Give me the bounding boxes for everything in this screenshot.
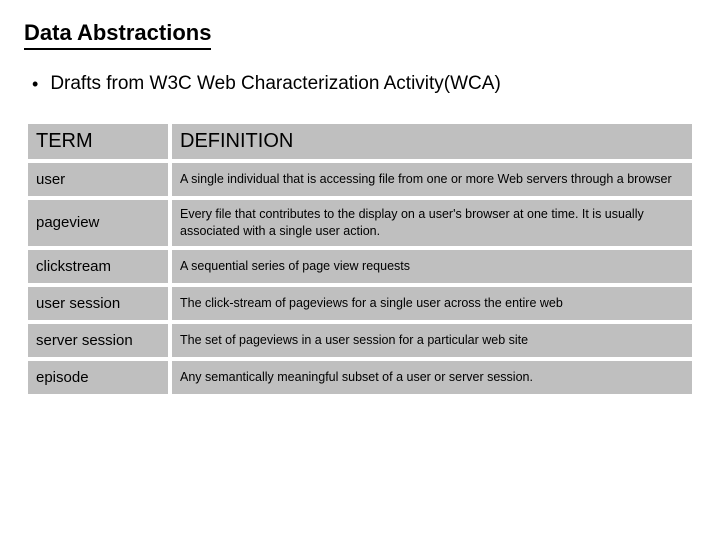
definition-cell: A single individual that is accessing fi…: [172, 163, 692, 196]
definition-cell: Any semantically meaningful subset of a …: [172, 361, 692, 394]
bullet-text: Drafts from W3C Web Characterization Act…: [50, 72, 500, 96]
table-row: user A single individual that is accessi…: [28, 163, 692, 196]
table-row: pageview Every file that contributes to …: [28, 200, 692, 246]
slide-title: Data Abstractions: [24, 20, 211, 50]
term-cell: user: [28, 163, 168, 196]
term-cell: server session: [28, 324, 168, 357]
table-row: episode Any semantically meaningful subs…: [28, 361, 692, 394]
table-header-row: TERM DEFINITION: [28, 124, 692, 159]
header-term: TERM: [28, 124, 168, 159]
definitions-table: TERM DEFINITION user A single individual…: [24, 120, 696, 398]
term-cell: user session: [28, 287, 168, 320]
table-row: clickstream A sequential series of page …: [28, 250, 692, 283]
definition-cell: Every file that contributes to the displ…: [172, 200, 692, 246]
bullet-dot: •: [32, 72, 38, 96]
table-row: user session The click-stream of pagevie…: [28, 287, 692, 320]
header-definition: DEFINITION: [172, 124, 692, 159]
table-row: server session The set of pageviews in a…: [28, 324, 692, 357]
term-cell: clickstream: [28, 250, 168, 283]
term-cell: episode: [28, 361, 168, 394]
definition-cell: The click-stream of pageviews for a sing…: [172, 287, 692, 320]
term-cell: pageview: [28, 200, 168, 246]
definition-cell: A sequential series of page view request…: [172, 250, 692, 283]
definition-cell: The set of pageviews in a user session f…: [172, 324, 692, 357]
bullet-row: • Drafts from W3C Web Characterization A…: [24, 72, 696, 96]
